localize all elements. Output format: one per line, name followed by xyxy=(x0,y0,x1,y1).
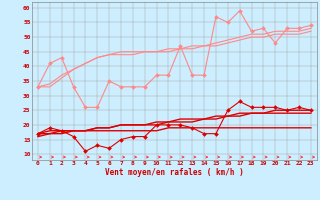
X-axis label: Vent moyen/en rafales ( km/h ): Vent moyen/en rafales ( km/h ) xyxy=(105,168,244,177)
